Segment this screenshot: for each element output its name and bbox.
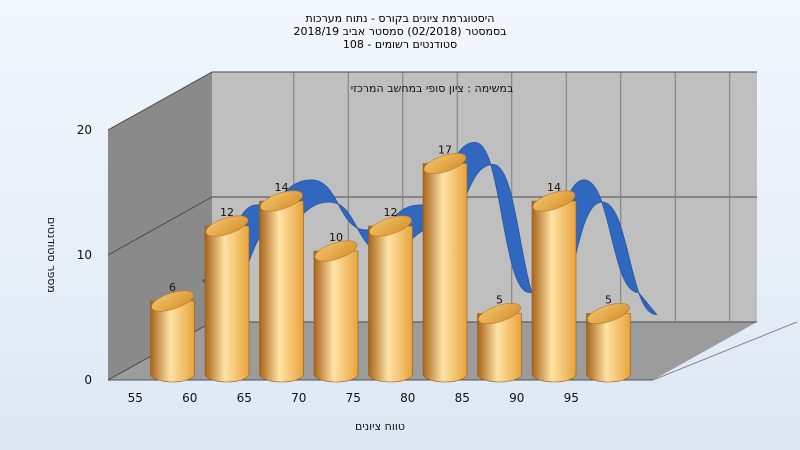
y-tick-label: 10 [77,248,92,262]
x-tick-label: 65 [237,391,252,405]
bar [422,152,468,383]
bar-body [368,225,413,383]
bar-data-label: 14 [547,181,561,194]
right-floor-extension [652,321,798,381]
y-tick-label: 0 [84,373,92,387]
bar-data-label: 5 [605,294,612,307]
bar-top [151,290,194,312]
bar-data-label: 17 [438,144,452,157]
bar [150,290,195,383]
bar [313,240,359,383]
bar [259,190,304,383]
bar-body [150,300,195,383]
bar-top [369,215,412,237]
bar-top [423,152,467,175]
chart-title-block: היסטוגרמת ציונים בקורס - נתוח מערכות בסמ… [0,12,800,51]
chart-title-line-3: סטודנטים רשומים - 108 [342,38,458,51]
data-labels: 6 12 14 10 12 17 5 14 5 [169,144,612,307]
bar-top [260,190,303,212]
bar-top [205,215,249,237]
bar-body [313,250,359,383]
bar-data-label: 14 [275,181,289,194]
bar-body [422,163,468,383]
bars [150,152,631,383]
bar-data-label: 10 [329,231,343,244]
bar-body [477,313,522,383]
bar-top [587,302,630,325]
bar-data-label: 12 [384,206,398,219]
x-tick-label: 60 [182,391,197,405]
bar-body [259,200,304,383]
y-tick-label: 20 [77,123,92,137]
x-tick-label: 95 [564,391,579,405]
bar [477,302,522,383]
bar-body [586,313,631,383]
bar [531,190,577,383]
gridline [107,71,757,131]
x-tick-label: 55 [128,391,143,405]
x-axis-ticks: 55 60 65 70 75 80 85 90 95 [128,391,579,405]
bar-body [531,200,577,383]
x-tick-label: 90 [509,391,524,405]
bar-data-label: 6 [169,281,176,294]
chart-subtitle: במשימה : ציון סופי במחשב המרכזי [351,82,514,95]
bar [368,215,413,383]
x-tick-label: 85 [455,391,470,405]
bar-body [204,225,250,383]
bar-data-label: 5 [496,294,503,307]
y-axis-ticks: 0 10 20 [77,123,92,387]
chart-title-line-1: היסטוגרמת ציונים בקורס - נתוח מערכות [305,12,495,25]
x-tick-label: 70 [291,391,306,405]
bar [204,215,250,383]
bar-top [314,240,358,262]
chart-title-line-2: בסמסטר (02/2018) סמסטר אביב 2018/19 [293,25,507,38]
x-tick-label: 75 [346,391,361,405]
bar-top [532,190,576,212]
x-tick-label: 80 [400,391,415,405]
bar-top [478,302,521,325]
x-axis-label: טווח ציונים [355,420,405,433]
bar-data-label: 12 [220,206,234,219]
bar [586,302,631,383]
y-axis-label: מספר סטודנטים [45,217,58,293]
